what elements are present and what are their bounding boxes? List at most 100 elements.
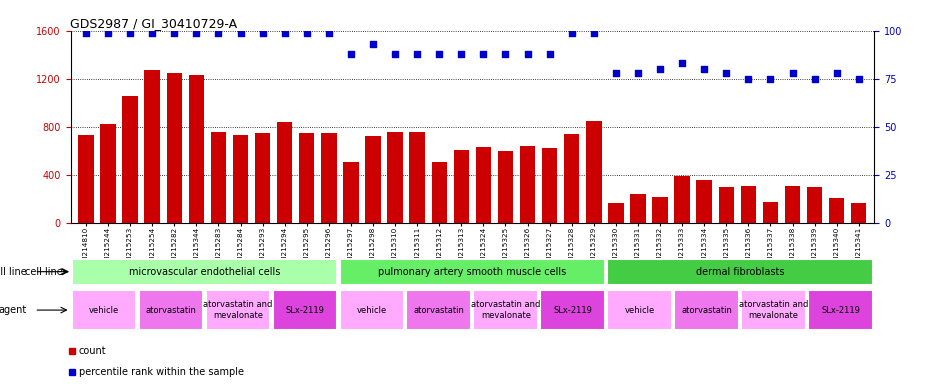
Bar [674, 290, 739, 330]
Text: atorvastatin: atorvastatin [682, 306, 732, 314]
Point [476, 51, 491, 57]
Bar [586, 121, 602, 223]
Bar [808, 290, 873, 330]
Text: pulmonary artery smooth muscle cells: pulmonary artery smooth muscle cells [378, 266, 567, 277]
Bar [607, 290, 672, 330]
Point [697, 66, 712, 72]
Bar [541, 148, 557, 223]
Point [145, 30, 160, 36]
Text: atorvastatin and
mevalonate: atorvastatin and mevalonate [203, 300, 273, 320]
Bar [607, 259, 873, 285]
Point [675, 60, 690, 66]
Text: SLx-2119: SLx-2119 [286, 306, 324, 314]
Bar [630, 194, 646, 223]
Bar [762, 202, 778, 223]
Point [520, 51, 535, 57]
Bar [122, 96, 138, 223]
Text: SLx-2119: SLx-2119 [554, 306, 592, 314]
Text: atorvastatin: atorvastatin [146, 306, 196, 314]
Text: count: count [79, 346, 106, 356]
Bar [138, 290, 203, 330]
Bar [718, 187, 734, 223]
Text: vehicle: vehicle [89, 306, 119, 314]
Bar [339, 290, 404, 330]
Bar [540, 290, 605, 330]
Point [564, 30, 579, 36]
Point [631, 70, 646, 76]
Point [343, 51, 358, 57]
Point [233, 30, 248, 36]
Bar [520, 146, 535, 223]
Bar [608, 203, 623, 223]
Point [498, 51, 513, 57]
Bar [233, 135, 248, 223]
Text: SLx-2119: SLx-2119 [822, 306, 860, 314]
Text: percentile rank within the sample: percentile rank within the sample [79, 367, 243, 377]
Point [719, 70, 734, 76]
Bar [431, 162, 446, 223]
Bar [101, 124, 116, 223]
Point [166, 30, 181, 36]
Point [299, 30, 314, 36]
Bar [742, 290, 807, 330]
Point [321, 30, 337, 36]
Bar [564, 134, 579, 223]
Point [101, 30, 116, 36]
Point [431, 51, 446, 57]
Point [255, 30, 270, 36]
Bar [299, 133, 315, 223]
Bar [255, 133, 271, 223]
Bar [387, 131, 403, 223]
Bar [851, 203, 867, 223]
Point [78, 30, 93, 36]
Bar [78, 135, 94, 223]
Bar [410, 131, 425, 223]
Point [542, 51, 557, 57]
Bar [211, 131, 227, 223]
Text: GDS2987 / GI_30410729-A: GDS2987 / GI_30410729-A [70, 17, 238, 30]
Bar [277, 122, 292, 223]
Point [608, 70, 623, 76]
Text: atorvastatin and
mevalonate: atorvastatin and mevalonate [471, 300, 540, 320]
Point [852, 76, 867, 82]
Text: microvascular endothelial cells: microvascular endothelial cells [129, 266, 280, 277]
Bar [343, 162, 359, 223]
Bar [476, 147, 491, 223]
Point [277, 30, 292, 36]
Point [122, 30, 137, 36]
Bar [166, 73, 182, 223]
Point [211, 30, 226, 36]
Bar [498, 151, 513, 223]
Bar [454, 149, 469, 223]
Point [741, 76, 756, 82]
Point [763, 76, 778, 82]
Bar [71, 290, 136, 330]
Bar [145, 70, 160, 223]
Bar [273, 290, 337, 330]
Bar [674, 176, 690, 223]
Bar [321, 133, 337, 223]
Bar [741, 186, 756, 223]
Text: agent: agent [0, 305, 26, 315]
Point [829, 70, 844, 76]
Text: atorvastatin and
mevalonate: atorvastatin and mevalonate [739, 300, 808, 320]
Bar [785, 185, 800, 223]
Text: cell line: cell line [24, 266, 62, 277]
Text: atorvastatin: atorvastatin [414, 306, 464, 314]
Bar [829, 198, 844, 223]
Point [189, 30, 204, 36]
Bar [474, 290, 539, 330]
Text: vehicle: vehicle [357, 306, 387, 314]
Text: cell line: cell line [0, 266, 26, 277]
Bar [406, 290, 471, 330]
Point [587, 30, 602, 36]
Point [387, 51, 402, 57]
Point [454, 51, 469, 57]
Bar [697, 180, 712, 223]
Point [410, 51, 425, 57]
Point [807, 76, 822, 82]
Bar [189, 75, 204, 223]
Point [366, 41, 381, 47]
Bar [206, 290, 271, 330]
Text: vehicle: vehicle [625, 306, 655, 314]
